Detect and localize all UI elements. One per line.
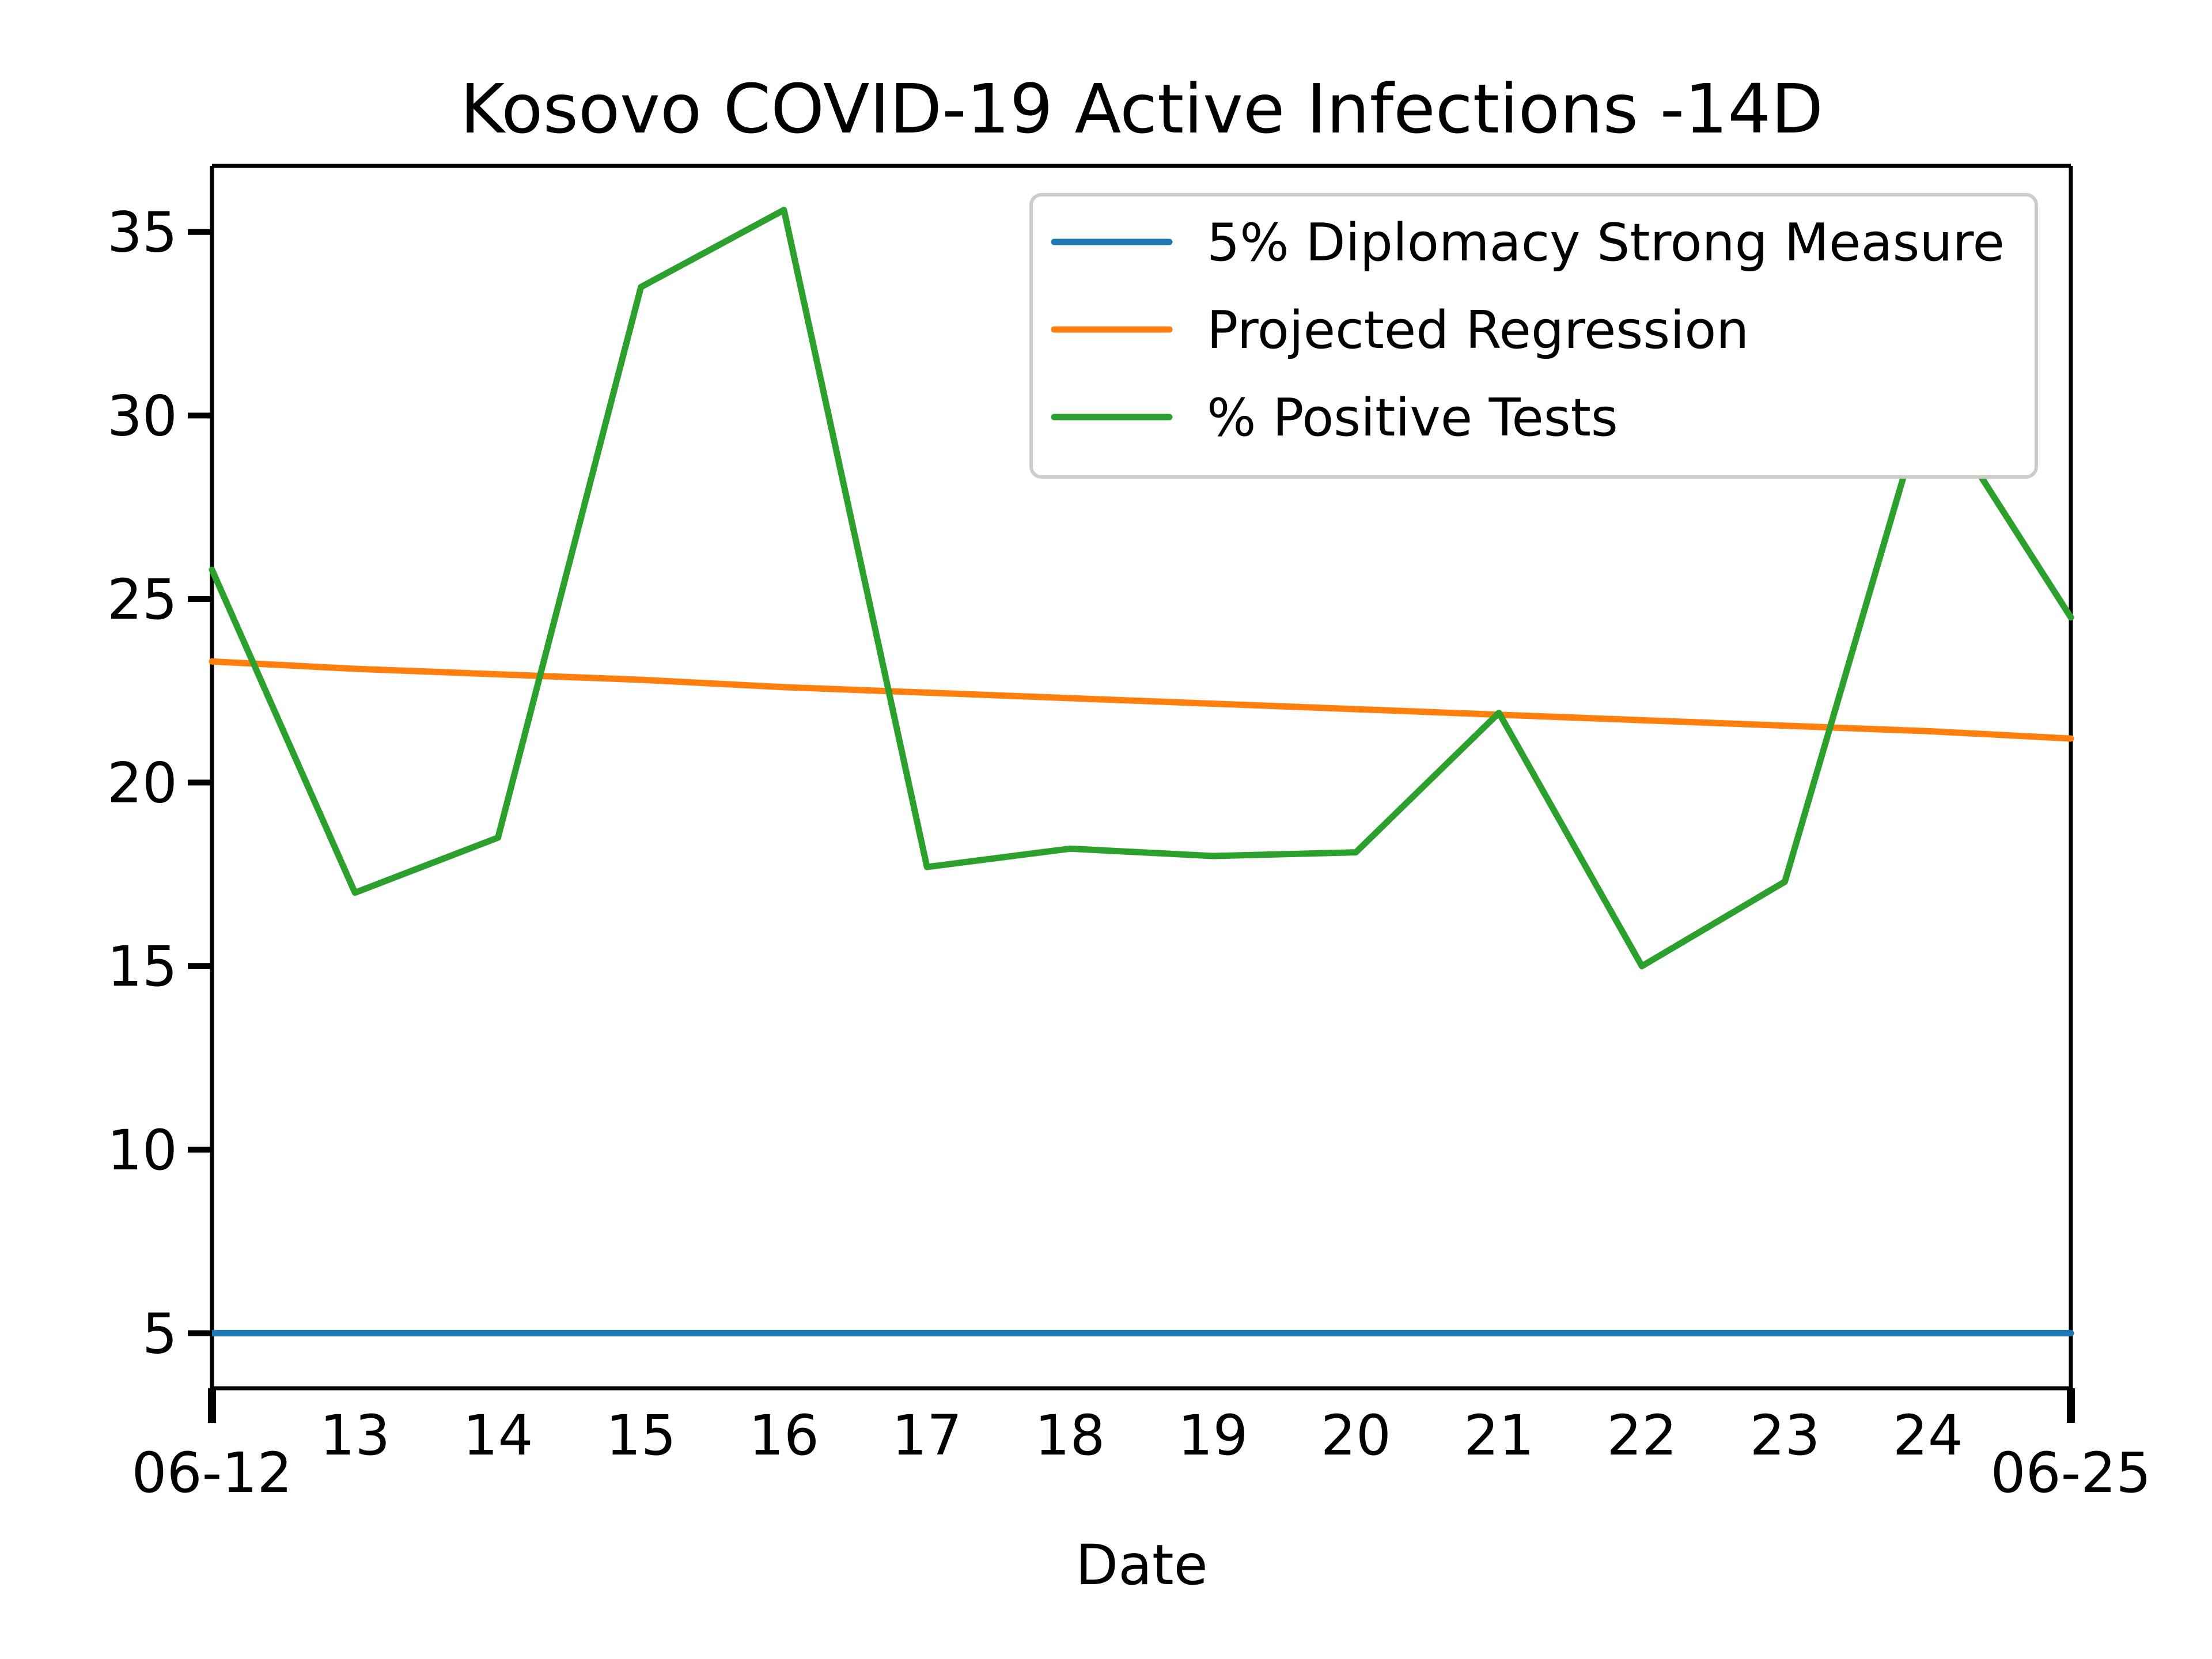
x-tick-label: 23 — [1749, 1403, 1820, 1468]
legend-box — [1029, 193, 2038, 479]
x-tick-label: 15 — [606, 1403, 676, 1468]
series-line — [209, 658, 2074, 742]
legend: 5% Diplomacy Strong Measure Projected Reg… — [1029, 193, 2038, 479]
y-tick-label: 20 — [107, 751, 177, 816]
x-tick-label: 16 — [749, 1403, 819, 1468]
x-tick-label: 06-25 — [1991, 1441, 2152, 1505]
y-axis: 5 10 15 20 25 30 35 — [107, 200, 212, 1366]
legend-label: Projected Regression — [1207, 300, 1749, 361]
x-tick-label: 20 — [1321, 1403, 1391, 1468]
series-layer — [209, 207, 2074, 1336]
y-tick-label: 5 — [142, 1301, 177, 1366]
x-tick-label: 06-12 — [132, 1441, 293, 1505]
x-tick-label: 21 — [1464, 1403, 1534, 1468]
y-tick-label: 15 — [107, 934, 177, 999]
x-tick-label: 22 — [1607, 1403, 1677, 1468]
x-tick-label: 14 — [463, 1403, 533, 1468]
x-tick-label: 13 — [320, 1403, 390, 1468]
x-axis-label: Date — [1075, 1533, 1207, 1597]
x-tick-label: 24 — [1893, 1403, 1963, 1468]
series-line — [209, 207, 2074, 969]
x-axis: 06-12 13 14 15 16 17 18 19 20 21 22 23 24 06-25 — [132, 1388, 2152, 1505]
x-tick-label: 19 — [1178, 1403, 1248, 1468]
legend-label: 5% Diplomacy Strong Measure — [1207, 213, 2005, 273]
y-tick-label: 35 — [107, 200, 177, 265]
y-tick-label: 30 — [107, 384, 177, 448]
legend-label: % Positive Tests — [1207, 388, 1618, 448]
y-tick-label: 25 — [107, 567, 177, 632]
y-tick-label: 10 — [107, 1118, 177, 1183]
x-tick-label: 17 — [892, 1403, 962, 1468]
plot-area — [210, 164, 2073, 1391]
chart-title: Kosovo COVID-19 Active Infections -14D — [460, 69, 1823, 149]
x-tick-label: 18 — [1035, 1403, 1105, 1468]
